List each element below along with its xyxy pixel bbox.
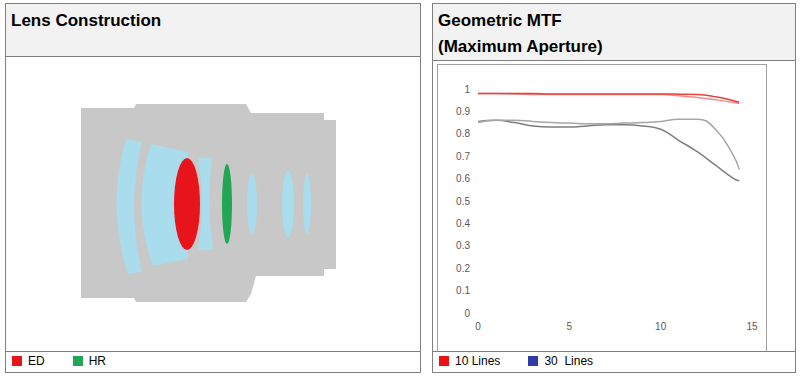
svg-text:15: 15: [746, 321, 758, 332]
svg-text:1: 1: [464, 84, 470, 95]
svg-text:0.2: 0.2: [456, 263, 470, 274]
svg-text:5: 5: [567, 321, 573, 332]
html-text:(Maximum Aperture): (Maximum Aperture): [438, 37, 603, 56]
html-text:HR: HR: [88, 354, 106, 368]
svg-text:10: 10: [655, 321, 667, 332]
svg-text:0.5: 0.5: [456, 196, 470, 207]
svg-text:0.4: 0.4: [456, 218, 470, 229]
svg-text:0: 0: [475, 321, 481, 332]
svg-text:0.9: 0.9: [456, 106, 470, 117]
svg-text:0.3: 0.3: [456, 240, 470, 251]
html-text:Lens Construction: Lens Construction: [11, 11, 162, 30]
svg-text:0: 0: [464, 308, 470, 319]
html-text:30 Lines: 30 Lines: [544, 354, 594, 368]
svg-text:0.7: 0.7: [456, 151, 470, 162]
svg-text:0.6: 0.6: [456, 173, 470, 184]
svg-text:0.8: 0.8: [456, 128, 470, 139]
html-text:Geometric MTF: Geometric MTF: [438, 11, 562, 30]
html-text:ED: ED: [28, 354, 45, 368]
svg-text:0.1: 0.1: [456, 285, 470, 296]
html-text:10 Lines: 10 Lines: [455, 354, 501, 368]
